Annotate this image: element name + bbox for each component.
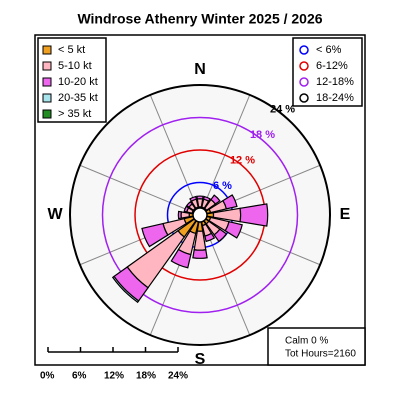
compass-label: N (194, 61, 206, 78)
scale-label: 24% (168, 371, 188, 382)
scale-label: 18% (136, 371, 156, 382)
legend-label: 18-24% (316, 92, 354, 104)
legend-label: 12-18% (316, 76, 354, 88)
sector (239, 203, 269, 227)
info-box (267, 327, 366, 366)
legend-swatch (42, 45, 52, 55)
sector (170, 248, 192, 269)
ring-label: 6 % (213, 180, 232, 192)
legend-ring (299, 93, 309, 103)
sector (189, 195, 198, 203)
scale-label: 12% (104, 371, 124, 382)
sector (204, 232, 216, 243)
sector (222, 194, 238, 210)
scale-label: 0% (40, 371, 55, 382)
legend-swatch (42, 77, 52, 87)
sector (192, 249, 208, 259)
ring (101, 116, 299, 314)
calm-note: Calm 0 % (285, 336, 328, 347)
compass-label: S (195, 351, 206, 368)
calm-circle (192, 207, 208, 223)
sector (183, 205, 190, 213)
sector (224, 221, 243, 239)
sector (185, 200, 193, 208)
plot-frame (34, 34, 366, 366)
legend-swatch (42, 109, 52, 119)
legend-label: 20-35 kt (58, 92, 98, 104)
sector (111, 275, 140, 304)
sector (210, 194, 221, 205)
legend-label: < 6% (316, 44, 342, 56)
sector (196, 195, 204, 200)
ring-label: 18 % (250, 129, 275, 141)
ring-label: 12 % (230, 155, 255, 167)
legend-label: > 35 kt (58, 108, 91, 120)
sector (177, 210, 182, 220)
compass-label: W (47, 206, 63, 223)
legend-ring (299, 61, 309, 71)
compass-label: E (340, 206, 351, 223)
scale-label: 6% (72, 371, 87, 382)
sector (141, 222, 169, 248)
legend-ring (299, 77, 309, 87)
legend-label: 6-12% (316, 60, 348, 72)
ring-label: 24 % (270, 103, 295, 115)
legend-label: 5-10 kt (58, 60, 92, 72)
sector (213, 228, 228, 243)
sector (202, 195, 211, 203)
legend-swatch (42, 61, 52, 71)
ring (69, 84, 331, 346)
legend-swatch (42, 93, 52, 103)
legend-label: 10-20 kt (58, 76, 98, 88)
hours-note: Tot Hours=2160 (285, 349, 356, 360)
chart-title: Windrose Athenry Winter 2025 / 2026 (77, 11, 322, 27)
legend-label: < 5 kt (58, 44, 85, 56)
legend-ring (299, 45, 309, 55)
